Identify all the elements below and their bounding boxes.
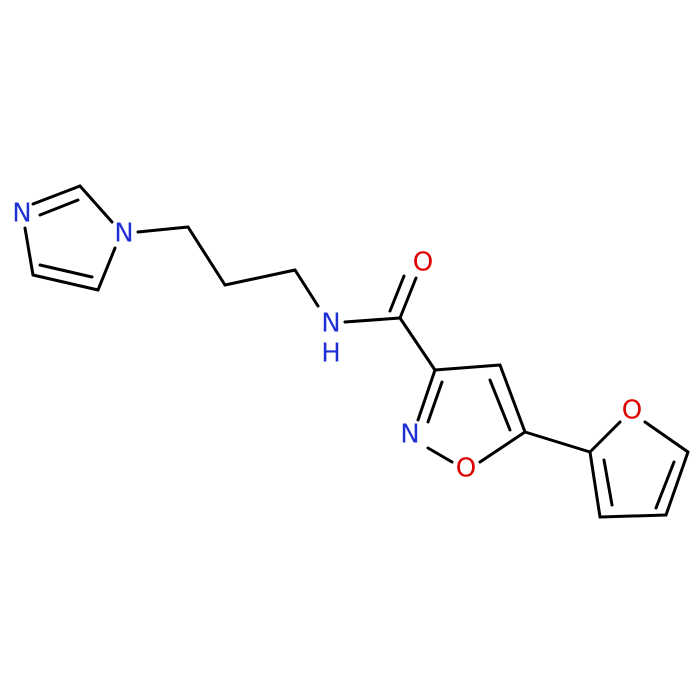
atom-hydrogen: H [321,339,341,369]
atom-label: N [114,219,133,249]
atom-label: N [400,420,419,450]
atom-label: O [622,396,642,426]
atom-label: N [321,309,340,339]
atom-label: N [12,199,31,229]
atom-label: O [413,248,433,278]
bonds [23,184,690,519]
atom-label: O [456,454,476,484]
